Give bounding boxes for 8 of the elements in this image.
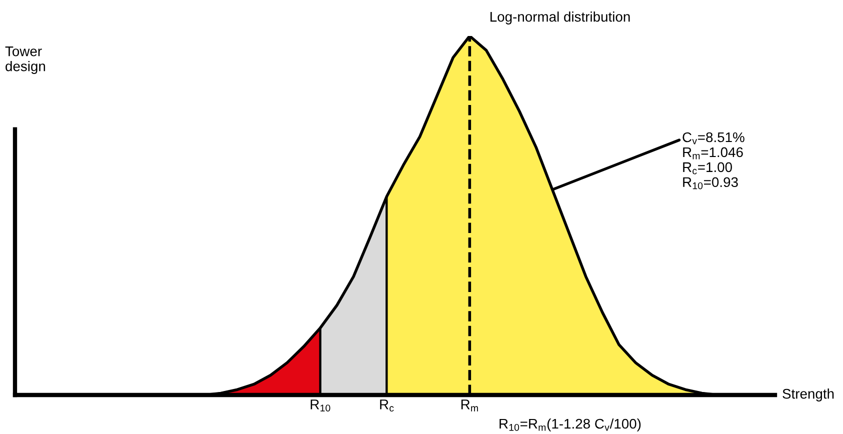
x-axis-title: Strength: [782, 388, 834, 402]
text: C$_{v}$=8.51% R$_{m}$=1.046 R$_{c}$=1.00 R$_{10}$=0.93: [682, 132, 744, 190]
x-tick-label: R$_{m}$: [461, 400, 478, 412]
chart-title: Log-normal distribution: [490, 12, 630, 24]
x-tick-label: R$_{c}$: [380, 400, 394, 412]
x-tick-label: R$_{10}$: [310, 400, 330, 412]
text: R$_{10}$=R$_{m}$(1-1.28 C$_{v}$/100): [500, 418, 641, 432]
y-axis-title: Tower design: [5, 46, 46, 74]
